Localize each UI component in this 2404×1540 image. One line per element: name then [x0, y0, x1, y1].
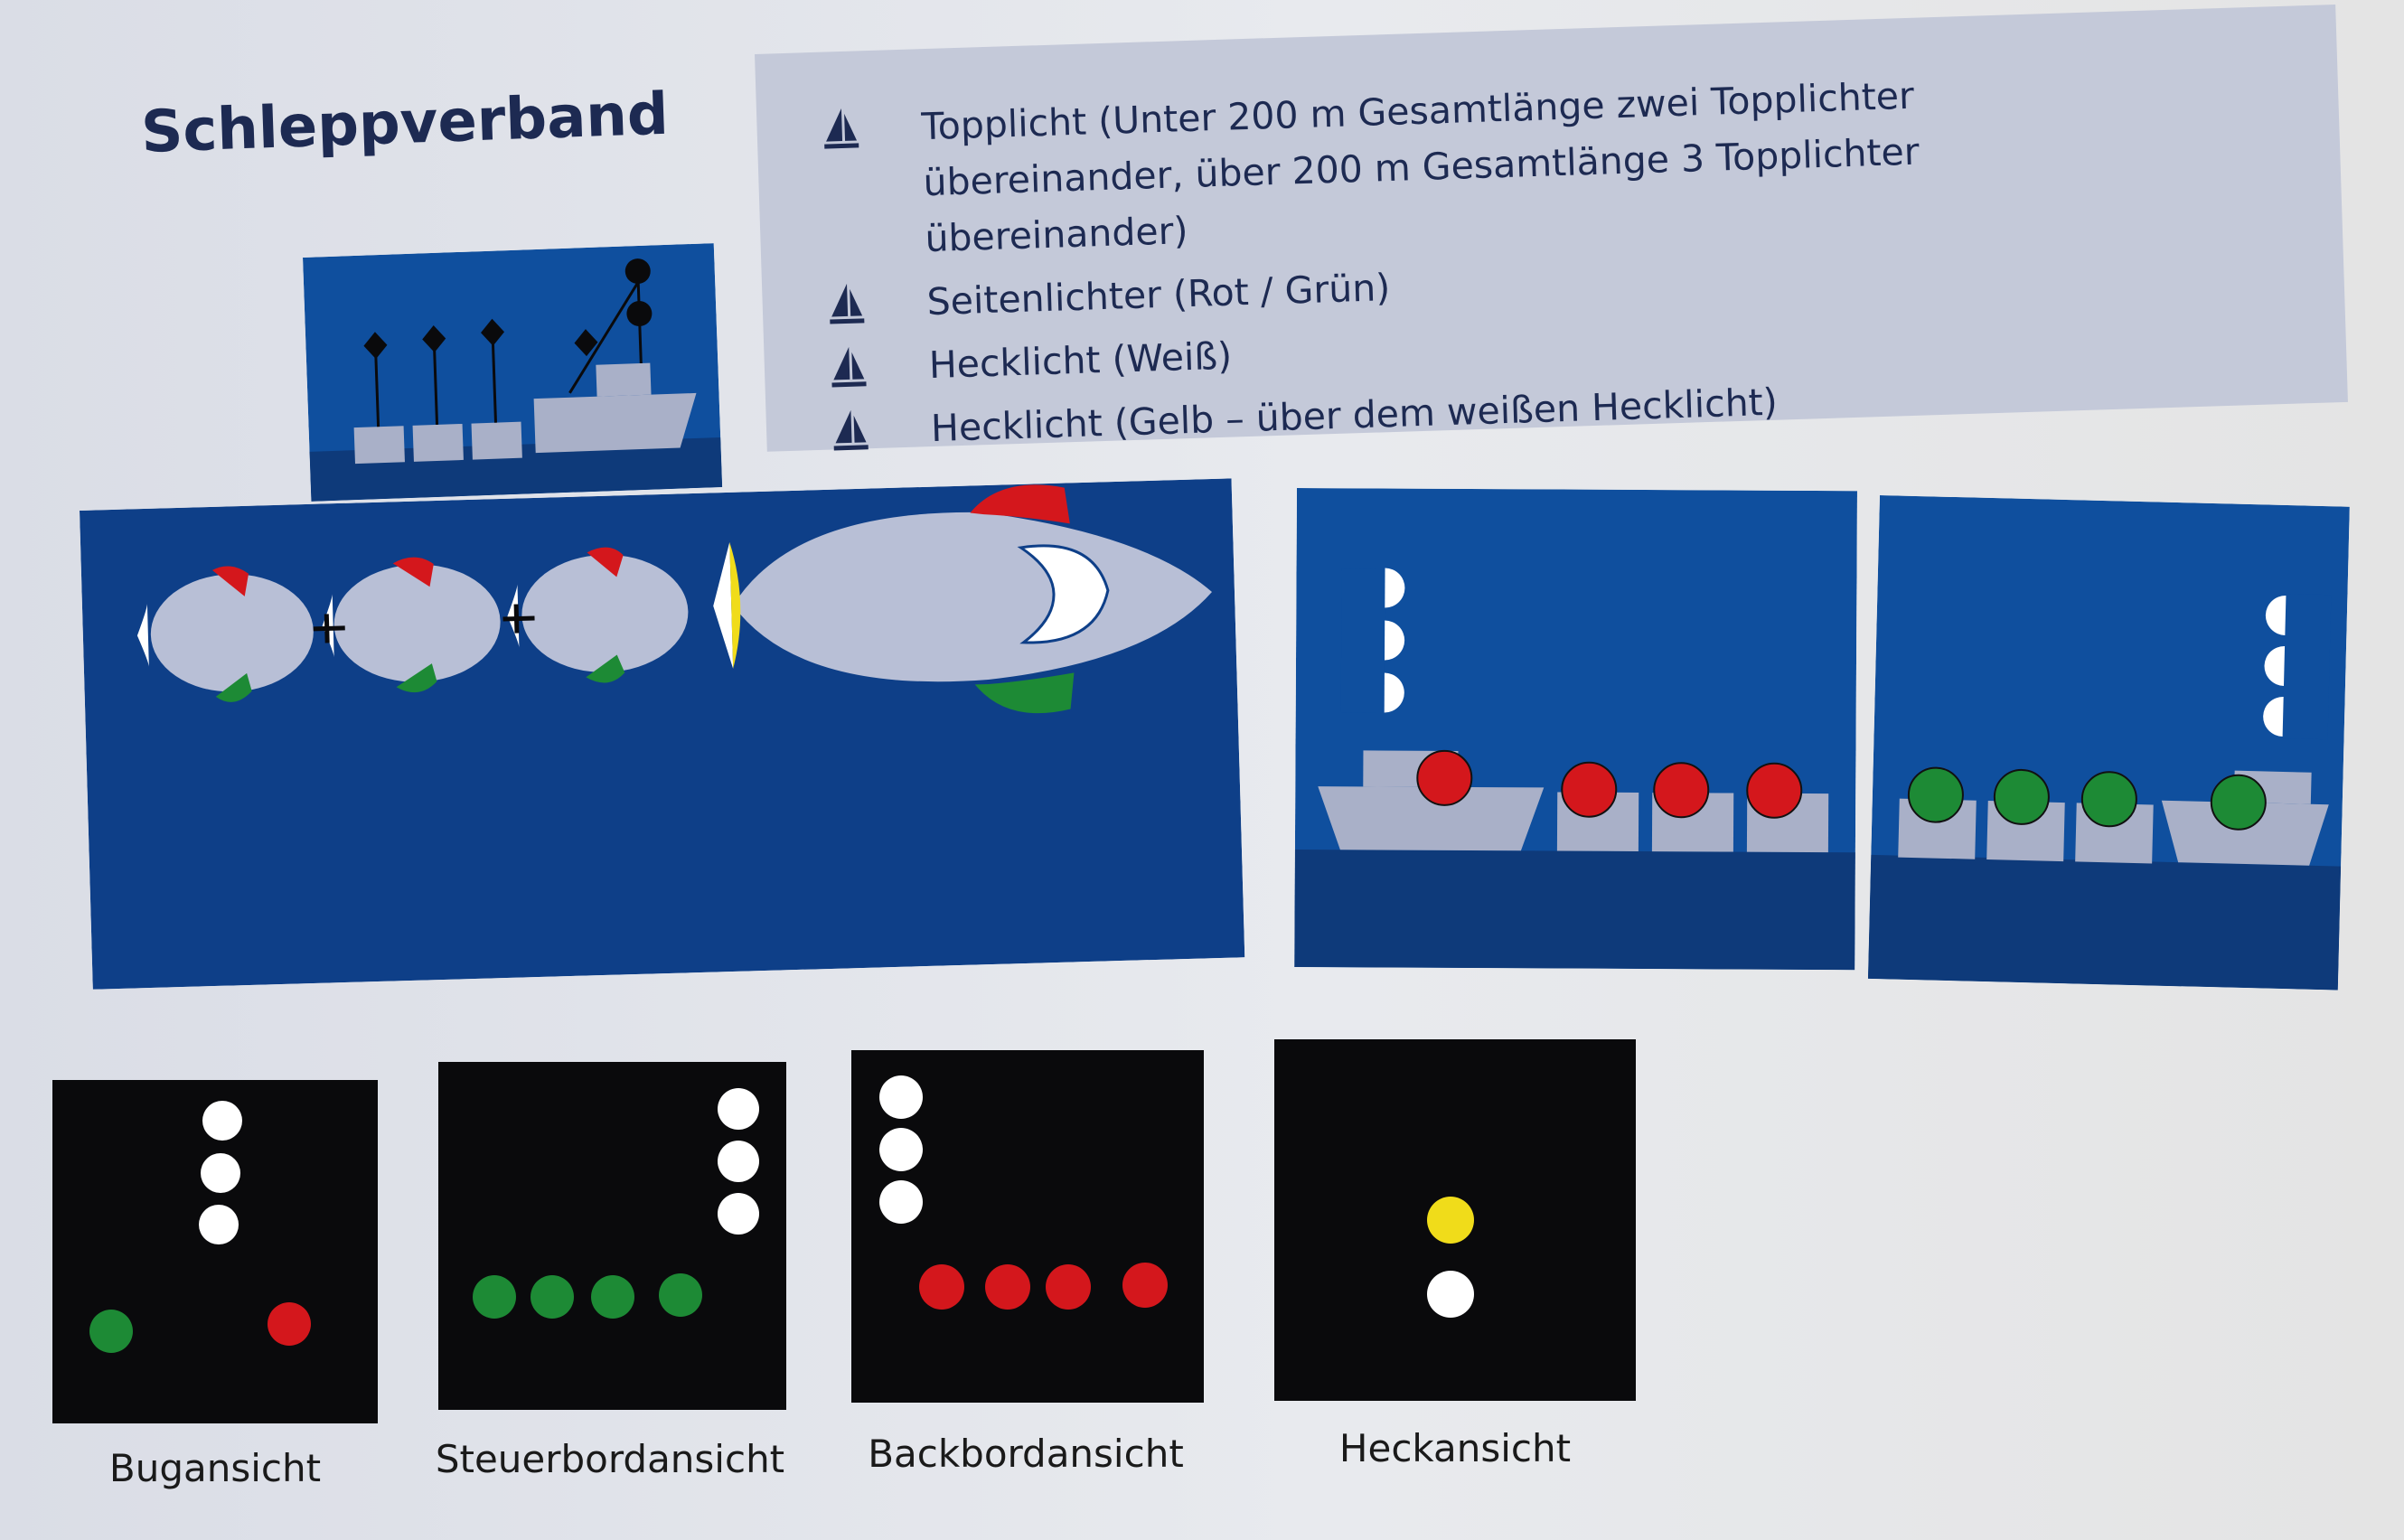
barge-top — [136, 566, 314, 702]
sail-icon — [831, 346, 867, 388]
port-view-panel — [851, 1050, 1204, 1403]
side-light-green — [531, 1275, 574, 1319]
starboard-side-panel — [1294, 488, 1857, 971]
sail-icon — [833, 409, 869, 451]
view-label-stern: Heckansicht — [1338, 1426, 1572, 1470]
tug-top — [713, 484, 1213, 714]
stern-view-panel — [1274, 1039, 1636, 1401]
silhouette-tug — [533, 392, 697, 454]
masthead-light — [718, 1193, 759, 1235]
day-shape-ball — [624, 258, 651, 285]
masthead-light — [718, 1088, 759, 1130]
day-shape-diamond — [363, 332, 388, 360]
sail-icon — [824, 108, 859, 149]
silhouette-barge — [353, 426, 405, 465]
masthead-light — [199, 1205, 239, 1244]
masthead-light — [718, 1141, 759, 1182]
starboard-view-panel — [438, 1062, 786, 1410]
tow-silhouette-panel — [303, 243, 723, 502]
page-title: Schleppverband — [140, 80, 670, 166]
side-light-green — [473, 1275, 516, 1319]
day-shape-ball — [626, 301, 653, 327]
port-side-panel — [1867, 495, 2350, 991]
legend-item: Seitenlichter (Rot / Grün) — [825, 237, 2120, 333]
view-label-starboard: Steuerbordansicht — [435, 1437, 785, 1481]
legend-list: Topplicht (Unter 200 m Gesamtlänge zwei … — [820, 61, 2125, 467]
masthead-light — [202, 1101, 242, 1141]
side-light-green — [89, 1310, 133, 1353]
side-light-red — [1746, 762, 1803, 819]
side-light-green — [1993, 768, 2050, 825]
side-light-green — [2210, 774, 2267, 831]
silhouette-barge — [471, 421, 522, 460]
barge-top — [507, 547, 689, 683]
silhouette-barge — [412, 423, 464, 462]
side-light-red — [1561, 761, 1618, 818]
side-light-red — [1122, 1263, 1168, 1308]
side-light-green — [591, 1275, 634, 1319]
legend-item: Topplicht (Unter 200 m Gesamtlänge zwei … — [820, 61, 2118, 270]
legend-item: Hecklicht (Gelb – über dem weißen Heckli… — [829, 363, 2124, 460]
side-light-green — [2080, 771, 2137, 828]
day-shape-diamond — [422, 324, 446, 352]
legend-box: Topplicht (Unter 200 m Gesamtlänge zwei … — [755, 5, 2348, 452]
masthead-light — [879, 1180, 923, 1224]
sail-icon — [830, 283, 865, 324]
stern-light-white — [1427, 1271, 1474, 1318]
legend-item: Hecklicht (Weiß) — [827, 300, 2122, 397]
masthead-light — [201, 1153, 240, 1193]
side-light-red — [1416, 749, 1473, 806]
side-tug — [1318, 786, 1545, 851]
view-label-port: Backbordansicht — [868, 1432, 1184, 1476]
side-light-green — [659, 1273, 702, 1317]
masthead-light — [879, 1128, 923, 1171]
masthead-light — [879, 1075, 923, 1119]
side-light-red — [919, 1264, 964, 1310]
side-light-red — [985, 1264, 1030, 1310]
stern-light-yellow — [1427, 1197, 1474, 1244]
barge-top — [322, 557, 501, 693]
day-shape-diamond — [574, 329, 598, 357]
day-shape-diamond — [481, 318, 505, 346]
top-view-panel — [80, 478, 1245, 990]
view-label-bow: Bugansicht — [108, 1446, 322, 1490]
side-tug — [2161, 800, 2329, 866]
legend-text: Topplicht (Unter 200 m Gesamtlänge zwei … — [920, 73, 1920, 261]
side-light-red — [1046, 1264, 1091, 1310]
bow-view-panel — [52, 1080, 378, 1423]
side-light-red — [268, 1302, 311, 1346]
side-light-green — [1907, 766, 1964, 823]
side-light-red — [1653, 762, 1710, 819]
